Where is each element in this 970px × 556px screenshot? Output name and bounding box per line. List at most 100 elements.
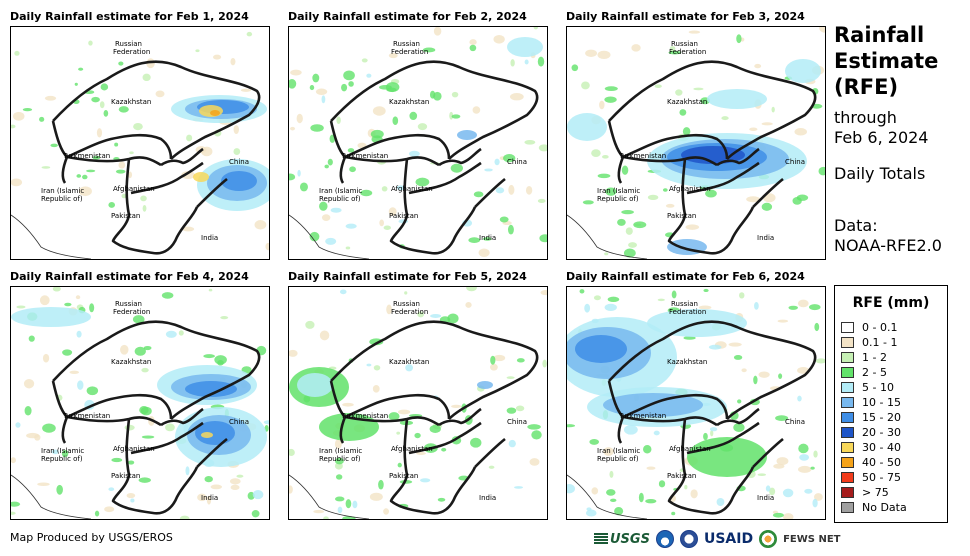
legend-item: 40 - 50	[841, 456, 901, 469]
map-label-iran-line1: Iran (Islamic	[597, 187, 640, 195]
rainfall-map: Russian Federation Kazakhstan Turkmenistan C…	[10, 26, 270, 260]
rainfall-patch	[252, 490, 264, 500]
rainfall-patch	[571, 64, 579, 72]
rainfall-patch	[342, 402, 354, 407]
rainfall-patch	[388, 412, 400, 421]
map-label-russia-line2: Federation	[113, 48, 150, 56]
map-label-russia-line2: Federation	[669, 308, 706, 316]
rainfall-patch	[138, 477, 151, 483]
country-border	[667, 158, 755, 255]
rainfall-patch	[297, 169, 301, 177]
country-border	[130, 161, 204, 195]
rainfall-patch	[703, 288, 709, 293]
rainfall-patch	[337, 506, 343, 514]
rainfall-patch	[323, 516, 329, 519]
rainfall-patch	[42, 423, 56, 433]
rainfall-patch	[579, 289, 585, 294]
rainfall-patch	[99, 101, 105, 109]
rainfall-patch	[289, 448, 295, 456]
rainfall-patch	[417, 123, 428, 131]
panel-title: Daily Rainfall estimate for Feb 4, 2024	[10, 270, 249, 283]
rainfall-patch	[208, 288, 213, 292]
rainfall-patch	[26, 432, 40, 439]
rainfall-patch	[201, 432, 213, 438]
rainfall-patch	[100, 83, 109, 91]
rainfall-patch	[78, 67, 84, 71]
nasa-logo-icon	[679, 530, 698, 548]
rainfall-patch	[414, 432, 421, 439]
rainfall-patch	[688, 30, 701, 34]
rainfall-patch	[343, 70, 355, 81]
sidebar-title-line3: (RFE)	[834, 75, 899, 99]
map-label-china: China	[507, 418, 527, 426]
rainfall-patch	[537, 198, 546, 203]
rainfall-patch	[741, 368, 747, 373]
rainfall-patch	[11, 457, 16, 464]
map-label-turkmenistan: Turkmenistan	[62, 152, 110, 160]
rainfall-patch	[103, 110, 109, 117]
map-label-pakistan: Pakistan	[667, 212, 696, 220]
rainfall-patch	[604, 252, 609, 256]
rainfall-patch	[263, 420, 269, 425]
rainfall-map: Russian Federation Kazakhstan Turkmenistan C…	[288, 286, 548, 520]
country-border	[607, 120, 729, 160]
rainfall-patch	[11, 307, 91, 327]
rainfall-patch	[42, 353, 50, 363]
rainfall-map: Russian Federation Kazakhstan Turkmenistan C…	[10, 286, 270, 520]
map-label-russia-line1: Russian	[393, 40, 420, 48]
rainfall-patch	[210, 484, 223, 490]
rainfall-patch	[143, 345, 152, 351]
rainfall-patch	[388, 52, 398, 59]
rainfall-patch	[69, 370, 79, 375]
rainfall-patch	[524, 139, 536, 145]
rainfall-patch	[396, 185, 405, 191]
rainfall-patch	[597, 50, 611, 60]
rainfall-patch	[383, 508, 390, 515]
rainfall-patch	[204, 476, 213, 483]
rainfall-patch	[603, 447, 614, 456]
legend-swatch	[841, 442, 854, 453]
rainfall-patch	[132, 315, 145, 324]
rainfall-patch	[493, 354, 506, 362]
rainfall-map: Russian Federation Kazakhstan Turkmenistan C…	[288, 26, 548, 260]
rainfall-patch	[647, 194, 659, 201]
rainfall-patch	[195, 49, 200, 53]
rainfall-patch	[441, 447, 447, 452]
map-label-kazakhstan: Kazakhstan	[389, 358, 429, 366]
legend-label: No Data	[862, 501, 907, 514]
rainfall-patch	[324, 164, 329, 169]
rainfall-patch	[470, 437, 482, 448]
country-border	[339, 156, 347, 184]
rainfall-patch	[185, 381, 237, 397]
legend-label: 2 - 5	[862, 366, 887, 379]
rainfall-patch	[142, 73, 151, 82]
noaa-logo-icon	[655, 530, 674, 548]
rainfall-patch	[305, 320, 315, 329]
map-label-iran-line1: Iran (Islamic	[41, 187, 84, 195]
rainfall-patch	[503, 154, 516, 163]
map-label-china: China	[229, 418, 249, 426]
rainfall-patch	[671, 290, 677, 299]
map-label-russia-line2: Federation	[669, 48, 706, 56]
rainfall-patch	[819, 27, 825, 33]
rainfall-patch	[118, 61, 124, 66]
rainfall-patch	[810, 466, 815, 470]
rainfall-patch	[319, 201, 328, 211]
legend-label: 1 - 2	[862, 351, 887, 364]
rainfall-patch	[254, 220, 267, 230]
rainfall-patch	[736, 34, 742, 44]
rainfall-patch	[457, 130, 477, 140]
country-border	[608, 60, 817, 160]
map-label-india: India	[757, 234, 774, 242]
rainfall-patch	[593, 295, 601, 301]
rainfall-patch	[668, 50, 682, 55]
rainfall-patch	[450, 163, 463, 173]
rainfall-patch	[388, 207, 397, 216]
rainfall-patch	[179, 515, 190, 519]
rainfall-patch	[142, 205, 147, 212]
country-border	[667, 418, 755, 515]
rainfall-patch	[348, 81, 354, 87]
map-label-afghanistan: Afghanistan	[113, 185, 155, 193]
rainfall-patch	[130, 498, 135, 503]
